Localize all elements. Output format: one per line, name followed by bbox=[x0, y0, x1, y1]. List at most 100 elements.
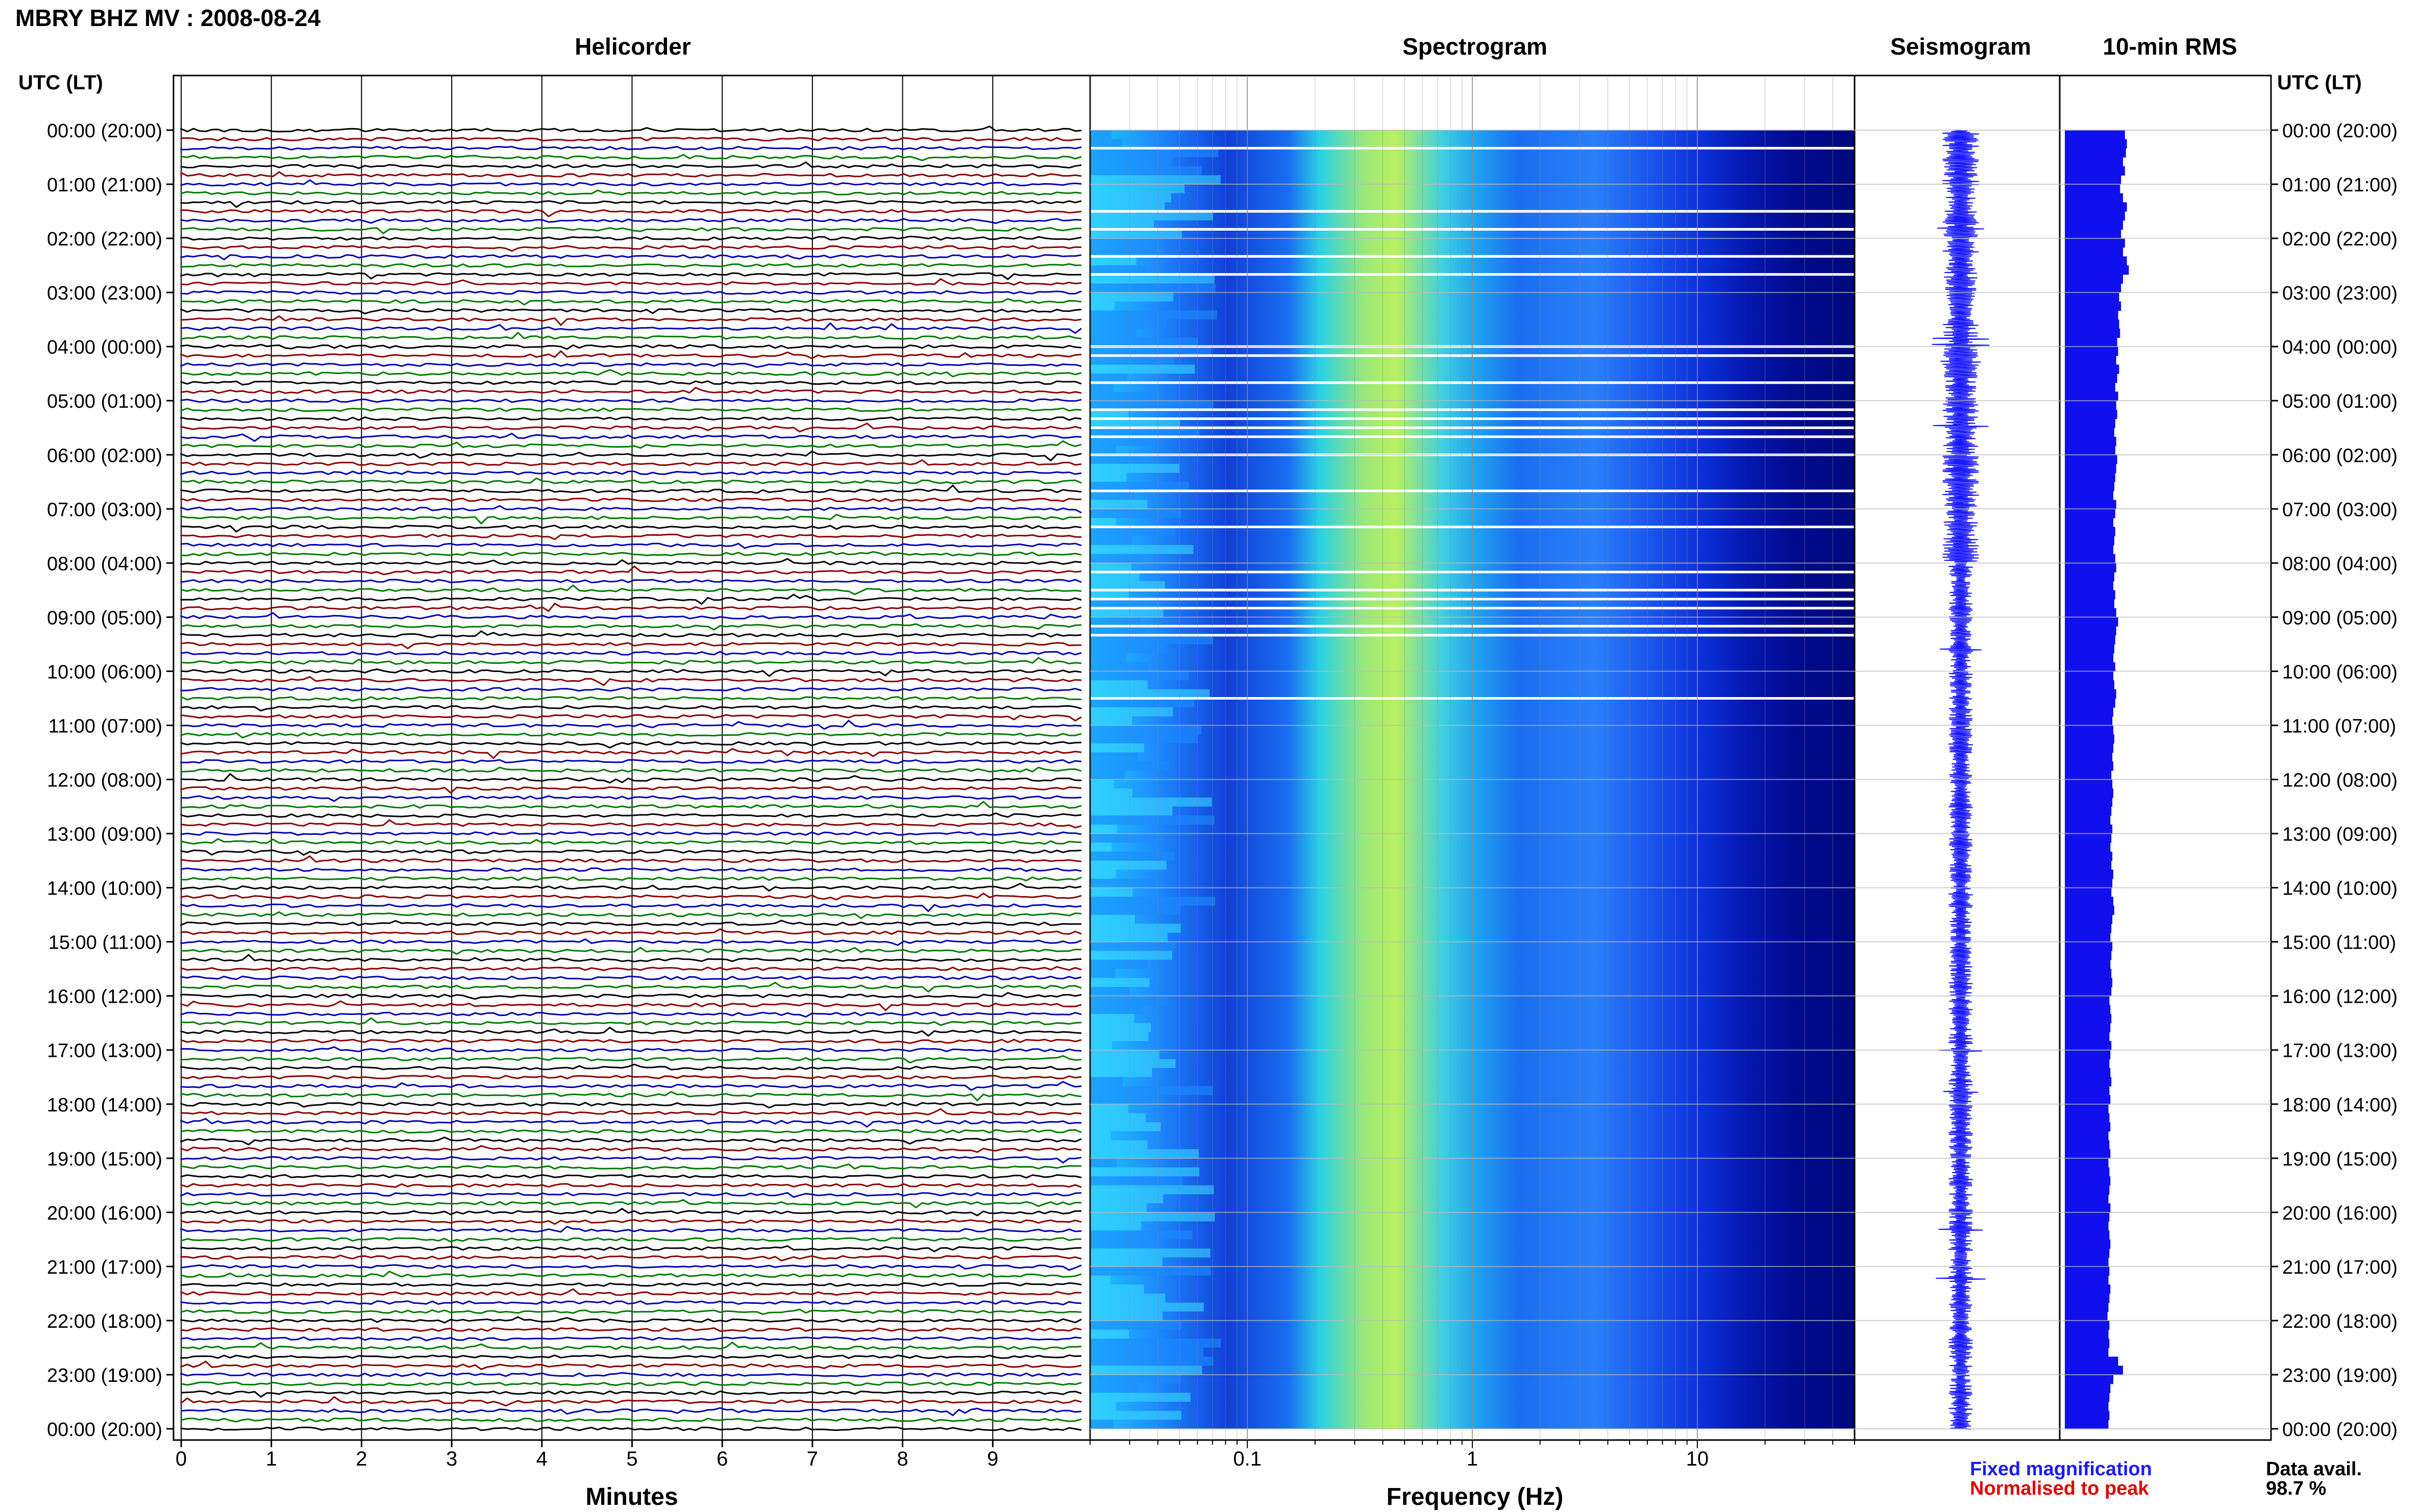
spectrogram-low-freq-band bbox=[1090, 1329, 1129, 1339]
spectrogram-low-freq-band bbox=[1090, 1356, 1214, 1366]
spectrogram-low-freq-band bbox=[1090, 996, 1168, 1005]
spectrogram-low-freq-band bbox=[1090, 310, 1217, 320]
time-tick-label-left: 10:00 (06:00) bbox=[47, 661, 162, 683]
helicorder-trace-line bbox=[180, 1046, 1082, 1053]
helicorder-trace-line bbox=[180, 263, 1082, 268]
spectrogram-low-freq-band bbox=[1090, 1194, 1164, 1204]
spectrogram-low-freq-band bbox=[1090, 364, 1195, 374]
rms-bar bbox=[2065, 1402, 2109, 1411]
time-tick-label-left: 04:00 (00:00) bbox=[47, 337, 162, 358]
rms-bar bbox=[2065, 1014, 2112, 1024]
time-tick-label-right: 11:00 (07:00) bbox=[2282, 715, 2396, 737]
helicorder-x-axis-label: Minutes bbox=[585, 1483, 678, 1510]
spectrogram-low-freq-band bbox=[1090, 1257, 1163, 1267]
spectrogram-low-freq-band bbox=[1090, 932, 1168, 942]
spectrogram-low-freq-band bbox=[1090, 653, 1126, 662]
helicorder-x-tick-label: 7 bbox=[807, 1448, 818, 1470]
time-tick-label-right: 21:00 (17:00) bbox=[2282, 1257, 2398, 1278]
spectrogram-low-freq-band bbox=[1090, 463, 1180, 473]
spectrogram-low-freq-band bbox=[1090, 455, 1144, 464]
helicorder-x-tick-label: 3 bbox=[446, 1448, 457, 1470]
helicorder-trace-line bbox=[180, 911, 1082, 920]
spectrogram-low-freq-band bbox=[1090, 130, 1112, 139]
helicorder-trace-line bbox=[180, 938, 1082, 946]
seismogram-panel bbox=[1854, 75, 2061, 1441]
time-axes: 00:00 (20:00) 00:00 (20:00) 01:00 (21:00) 0… bbox=[47, 120, 2398, 1441]
helicorder-trace-line bbox=[180, 161, 1082, 169]
helicorder-trace-line bbox=[180, 1426, 1082, 1432]
helicorder-x-tick-label: 8 bbox=[897, 1448, 908, 1470]
spectrogram-low-freq-band bbox=[1090, 779, 1114, 789]
rms-bar bbox=[2065, 761, 2113, 771]
time-tick-label-right: 19:00 (15:00) bbox=[2282, 1149, 2398, 1170]
spectrogram-low-freq-band bbox=[1090, 509, 1181, 518]
rms-bar bbox=[2065, 617, 2118, 627]
rms-bar bbox=[2065, 779, 2113, 789]
helicorder-trace-line bbox=[180, 254, 1082, 261]
rms-bar bbox=[2065, 139, 2127, 148]
helicorder-trace-line bbox=[180, 450, 1082, 462]
spectrogram-low-freq-band bbox=[1090, 1095, 1157, 1104]
helicorder-x-tick-label: 1 bbox=[266, 1448, 277, 1470]
helicorder-trace-line bbox=[180, 741, 1082, 749]
helicorder-trace-line bbox=[180, 498, 1082, 503]
spectrogram-low-freq-band bbox=[1090, 941, 1176, 951]
spectrogram-low-freq-band bbox=[1090, 671, 1189, 681]
spectrogram-low-freq-band bbox=[1090, 788, 1132, 798]
rms-bar bbox=[2065, 689, 2116, 699]
spectrogram-low-freq-band bbox=[1090, 1131, 1111, 1141]
spectrogram-low-freq-band bbox=[1090, 1041, 1112, 1050]
rms-bar bbox=[2065, 878, 2113, 888]
helicorder-trace-line bbox=[180, 290, 1082, 295]
spectrogram-low-freq-band bbox=[1090, 1005, 1143, 1014]
rms-bar bbox=[2065, 482, 2114, 491]
time-tick-label-left: 11:00 (07:00) bbox=[48, 715, 162, 737]
data-avail-value: 98.7 % bbox=[2266, 1478, 2327, 1499]
helicorder-trace-line bbox=[180, 1381, 1082, 1386]
helicorder-trace-line bbox=[180, 704, 1082, 712]
helicorder-trace-line bbox=[180, 668, 1082, 677]
spectrogram-low-freq-band bbox=[1090, 626, 1146, 635]
helicorder-trace-line bbox=[180, 1011, 1082, 1018]
spectrogram-low-freq-band bbox=[1090, 1068, 1152, 1077]
helicorder-trace-line bbox=[180, 1270, 1082, 1278]
helicorder-trace-line bbox=[180, 200, 1082, 208]
rms-bar bbox=[2065, 382, 2115, 392]
time-tick-label-left: 18:00 (14:00) bbox=[47, 1095, 162, 1116]
spectrogram-low-freq-band bbox=[1090, 897, 1216, 906]
helicorder-trace-line bbox=[180, 558, 1082, 565]
spectrogram-low-freq-band bbox=[1090, 878, 1154, 888]
rms-bar bbox=[2065, 960, 2111, 970]
helicorder-trace-line bbox=[180, 812, 1082, 818]
helicorder-x-tick-label: 5 bbox=[626, 1448, 637, 1470]
rms-bar bbox=[2065, 833, 2112, 843]
helicorder-trace-line bbox=[180, 773, 1082, 784]
rms-bar bbox=[2065, 969, 2112, 978]
rms-bar bbox=[2065, 680, 2114, 690]
time-tick-label-left: 09:00 (05:00) bbox=[47, 607, 162, 629]
rms-bar bbox=[2065, 1393, 2110, 1402]
helicorder-trace-line bbox=[180, 1237, 1082, 1243]
time-tick-label-left: 22:00 (18:00) bbox=[47, 1311, 162, 1332]
rms-bar bbox=[2065, 978, 2113, 987]
helicorder-trace-line bbox=[180, 386, 1082, 394]
rms-bar bbox=[2065, 1095, 2111, 1105]
rms-bar bbox=[2065, 346, 2118, 356]
time-tick-label-right: 10:00 (06:00) bbox=[2282, 661, 2398, 683]
helicorder-trace-line bbox=[180, 396, 1082, 403]
spectrogram-low-freq-band bbox=[1090, 256, 1137, 266]
rms-bar bbox=[2065, 409, 2117, 419]
helicorder-trace-line bbox=[180, 1163, 1082, 1170]
spectrogram-low-freq-band bbox=[1090, 238, 1164, 247]
rms-bar bbox=[2065, 301, 2121, 311]
rms-bar bbox=[2065, 445, 2115, 455]
time-tick-label-right: 16:00 (12:00) bbox=[2282, 986, 2398, 1008]
helicorder-trace-line bbox=[181, 1407, 1082, 1417]
helicorder-trace-line bbox=[180, 1316, 1082, 1324]
spectrogram-low-freq-band bbox=[1090, 572, 1140, 581]
helicorder-trace-line bbox=[180, 1063, 1082, 1071]
spectrogram-low-freq-band bbox=[1090, 563, 1132, 573]
spectrogram-low-freq-band bbox=[1090, 1401, 1116, 1411]
rms-bar bbox=[2065, 1230, 2110, 1240]
spectrogram-low-freq-band bbox=[1090, 851, 1175, 861]
